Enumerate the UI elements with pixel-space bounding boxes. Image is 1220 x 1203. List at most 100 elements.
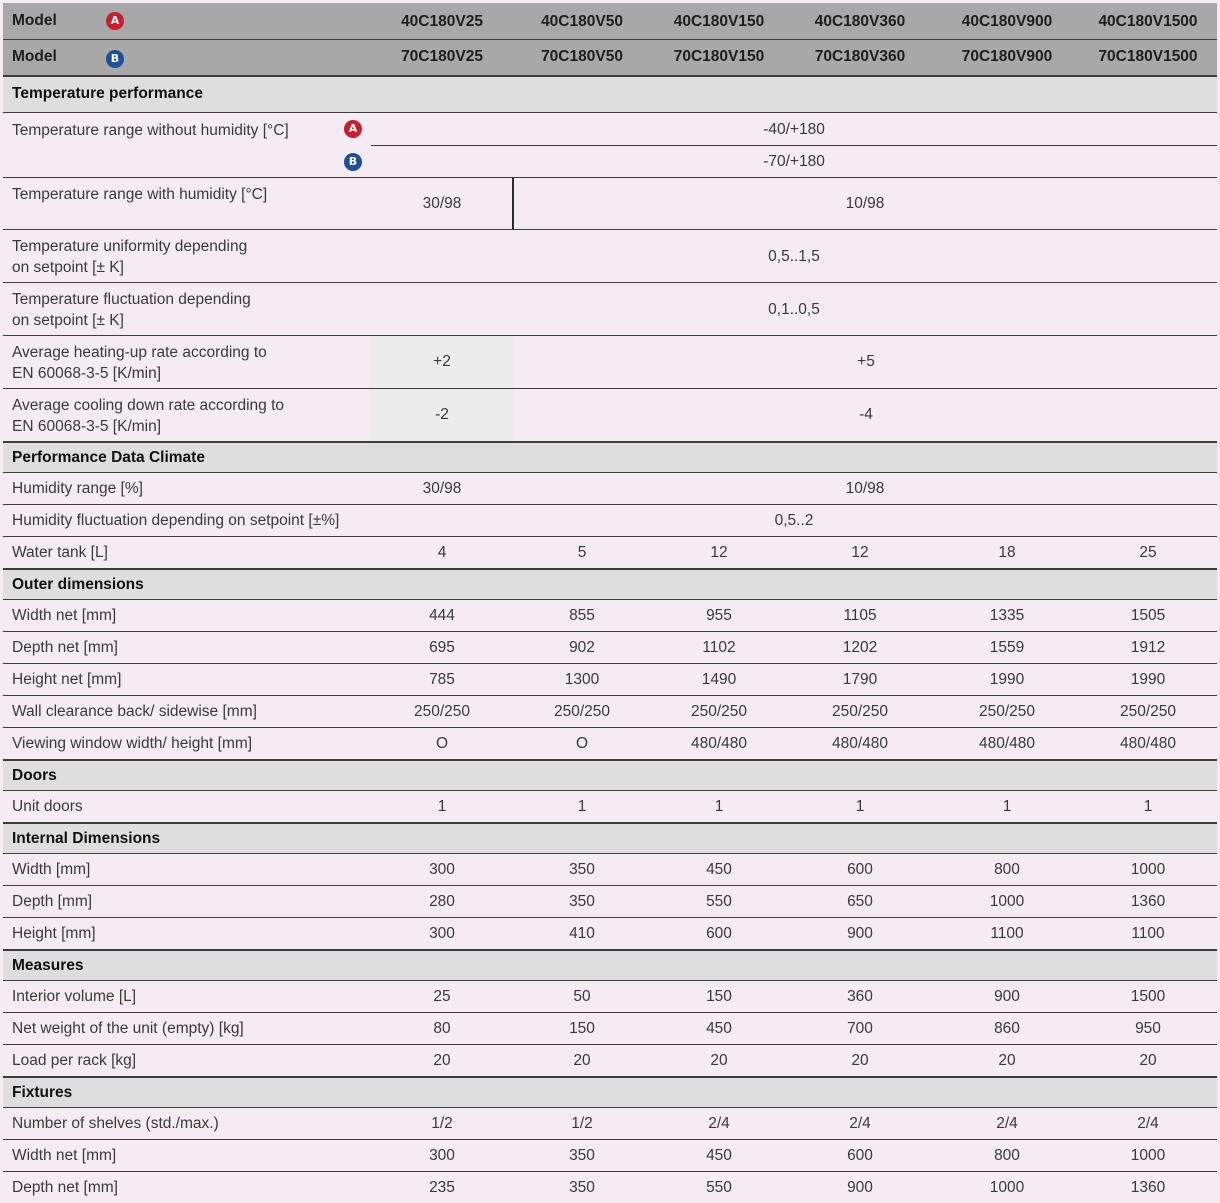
cell-value: 360 [847,988,873,1005]
row-divider [3,177,1217,178]
cell-value: 695 [429,639,455,656]
row-divider [3,282,1217,283]
cell-value: +2 [433,353,451,370]
cell-value: 250/250 [1119,703,1177,720]
cell-value: 250/250 [690,703,748,720]
cell-value: 600 [847,1147,873,1164]
model-value: 70C180V900 [961,48,1053,65]
cell-value: 785 [429,671,455,688]
row-label: Width [mm] [12,861,91,878]
cell-value: 1100 [1131,925,1165,942]
section-header: Internal Dimensions [3,824,1217,853]
section-header: Doors [3,761,1217,790]
cell-value: 150 [569,1020,595,1037]
table-row: Depth net [mm] 695 902 1102 1202 1559 19… [3,632,1217,663]
cell-value: 900 [847,1179,873,1196]
cell-value: 480/480 [831,735,889,752]
model-row-b: Model B 70C180V25 70C180V50 70C180V150 7… [3,40,1217,75]
temp-uniformity-row: Temperature uniformity depending on setp… [3,230,1217,282]
cell-value: O [575,735,589,752]
row-divider [3,472,1217,473]
cell-value: 30/98 [422,195,462,212]
cell-value: 950 [1135,1020,1161,1037]
row-divider [3,1044,1217,1045]
cell-value: 30/98 [422,480,462,497]
cell-value: 4 [437,544,447,561]
cell-value: 150 [706,988,732,1005]
model-value: 40C180V360 [814,13,906,30]
row-divider [3,112,1217,113]
row-label: Unit doors [12,798,83,815]
row-divider [3,1076,1217,1078]
cell-value: 1 [714,798,724,815]
row-divider [3,727,1217,728]
cell-value: 0,5..1,5 [768,248,820,265]
row-label: Viewing window width/ height [mm] [12,735,253,752]
humidity-range-row: Humidity range [%] 30/98 10/98 [3,473,1217,504]
cell-value: 410 [569,925,595,942]
model-label: Model [12,48,57,65]
cell-value: 2/4 [1137,1115,1159,1132]
row-label: Water tank [L] [12,544,108,561]
section-title: Doors [12,767,57,784]
section-title: Outer dimensions [12,576,144,593]
model-value: 40C180V25 [401,13,483,30]
cell-value: 700 [847,1020,873,1037]
table-row: Height net [mm] 785 1300 1490 1790 1990 … [3,664,1217,695]
cell-value: 450 [706,861,732,878]
cell-value: 300 [429,861,455,878]
cell-value: 1912 [1130,639,1166,656]
cell-value: 0,5..2 [774,512,814,529]
row-divider [3,759,1217,761]
cell-value: 1102 [702,639,736,656]
table-row: Width net [mm] 444 855 955 1105 1335 150… [3,600,1217,631]
row-divider [3,1139,1217,1140]
table-row: Unit doors 1 1 1 1 1 1 [3,791,1217,822]
cell-value: 20 [433,1052,451,1069]
badge-a-icon: A [106,12,124,30]
cell-value: 1790 [842,671,878,688]
row-label: Wall clearance back/ sidewise [mm] [12,703,257,720]
cell-value: 860 [994,1020,1020,1037]
cell-value: 1490 [701,671,737,688]
row-divider [3,885,1217,886]
cell-value: 350 [569,1147,595,1164]
row-divider [3,39,1217,40]
temp-range-humidity-row: Temperature range with humidity [°C] 30/… [3,178,1217,229]
cell-value: 2/4 [708,1115,730,1132]
row-divider [3,441,1217,443]
cell-value: 20 [573,1052,591,1069]
cell-value: 855 [569,607,595,624]
cell-value: 1/2 [431,1115,453,1132]
section-title: Performance Data Climate [12,449,205,466]
temp-range-no-humidity-row: Temperature range without humidity [°C] … [3,113,1217,177]
water-tank-row: Water tank [L] 4 5 12 12 18 25 [3,537,1217,568]
row-divider [3,504,1217,505]
section-title: Temperature performance [12,85,203,102]
cell-value: +5 [857,353,875,370]
cell-value: 1335 [989,607,1025,624]
row-divider [3,822,1217,824]
model-value: 70C180V1500 [1098,48,1198,65]
row-divider [3,663,1217,664]
cell-value: 350 [569,1179,595,1196]
cell-value: 350 [569,861,595,878]
cell-value: 550 [706,893,732,910]
cell-value: 1 [437,798,447,815]
cell-value: -40/+180 [763,121,825,138]
row-label: EN 60068-3-5 [K/min] [12,418,162,435]
cell-value: 1100 [990,925,1024,942]
model-value: 40C180V900 [961,13,1053,30]
cell-value: 900 [847,925,873,942]
row-label: Temperature fluctuation depending [12,291,251,308]
table-row: Interior volume [L] 25 50 150 360 900 15… [3,981,1217,1012]
table-row: Depth net [mm] 235 350 550 900 1000 1360 [3,1172,1217,1203]
table-row: Wall clearance back/ sidewise [mm] 250/2… [3,696,1217,727]
table-row: Number of shelves (std./max.) 1/2 1/2 2/… [3,1108,1217,1139]
row-divider [3,853,1217,854]
cell-value: 50 [573,988,591,1005]
row-divider [3,229,1217,230]
row-label: Width net [mm] [12,607,117,624]
row-divider [3,695,1217,696]
row-divider [3,536,1217,537]
